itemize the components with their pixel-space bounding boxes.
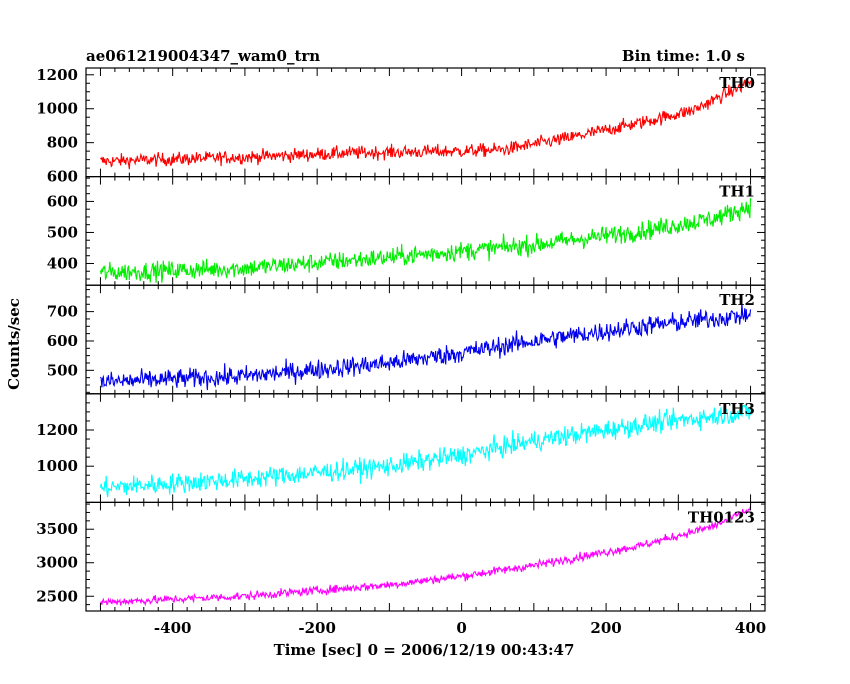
panel-frame xyxy=(85,393,766,503)
y-tick-label: 600 xyxy=(47,168,78,186)
y-tick-label: 700 xyxy=(47,303,78,321)
panels-group: 600 800 1000 1200 TH0 400 500 600 TH1 500 600 700 TH… xyxy=(36,66,766,612)
series-line-th3 xyxy=(99,404,752,498)
panel-th0: 600 800 1000 1200 TH0 xyxy=(36,66,766,186)
panel-th2: 500 600 700 TH2 xyxy=(47,284,766,395)
x-tick-label: -400 xyxy=(154,619,192,637)
y-tick-label: 800 xyxy=(47,134,78,152)
y-tick-label: 600 xyxy=(47,332,78,350)
panel-label-th3: TH3 xyxy=(719,400,755,418)
chart-title-right: Bin time: 1.0 s xyxy=(622,47,745,65)
panel-th0123: 2500 3000 3500 TH0123 xyxy=(36,501,766,612)
y-tick-label: 1000 xyxy=(36,100,78,118)
series-line-th1 xyxy=(99,198,752,283)
x-tick-label: -200 xyxy=(298,619,336,637)
y-tick-label: 400 xyxy=(47,254,78,272)
panel-label-th0123: TH0123 xyxy=(688,508,755,526)
y-axis-title: Counts/sec xyxy=(5,298,23,390)
x-axis-title: Time [sec] 0 = 2006/12/19 00:43:47 xyxy=(274,641,575,659)
x-tick-labels: -400 -200 0 200 400 xyxy=(154,619,766,637)
series-line-th2 xyxy=(99,302,752,391)
x-tick-label: 0 xyxy=(456,619,466,637)
y-tick-label: 3500 xyxy=(36,520,78,538)
panel-label-th0: TH0 xyxy=(719,74,755,92)
panel-th3: 1000 1200 TH3 xyxy=(36,393,766,503)
y-tick-label: 1200 xyxy=(36,421,78,439)
y-tick-label: 3000 xyxy=(36,554,78,572)
panel-label-th1: TH1 xyxy=(719,183,755,201)
y-tick-label: 500 xyxy=(47,223,78,241)
y-tick-label: 2500 xyxy=(36,587,78,605)
x-tick-label: 400 xyxy=(735,619,766,637)
y-tick-label: 500 xyxy=(47,361,78,379)
series-line-th0 xyxy=(100,78,752,170)
y-tick-label: 1000 xyxy=(36,457,78,475)
x-tick-label: 200 xyxy=(590,619,621,637)
y-tick-label: 1200 xyxy=(36,66,78,84)
series-line-th0123 xyxy=(99,505,752,607)
y-tick-label: 600 xyxy=(47,192,78,210)
panel-label-th2: TH2 xyxy=(719,291,755,309)
panel-th1: 400 500 600 TH1 xyxy=(47,176,766,286)
panel-frame xyxy=(85,501,766,612)
chart-title-left: ae061219004347_wam0_trn xyxy=(86,47,320,65)
